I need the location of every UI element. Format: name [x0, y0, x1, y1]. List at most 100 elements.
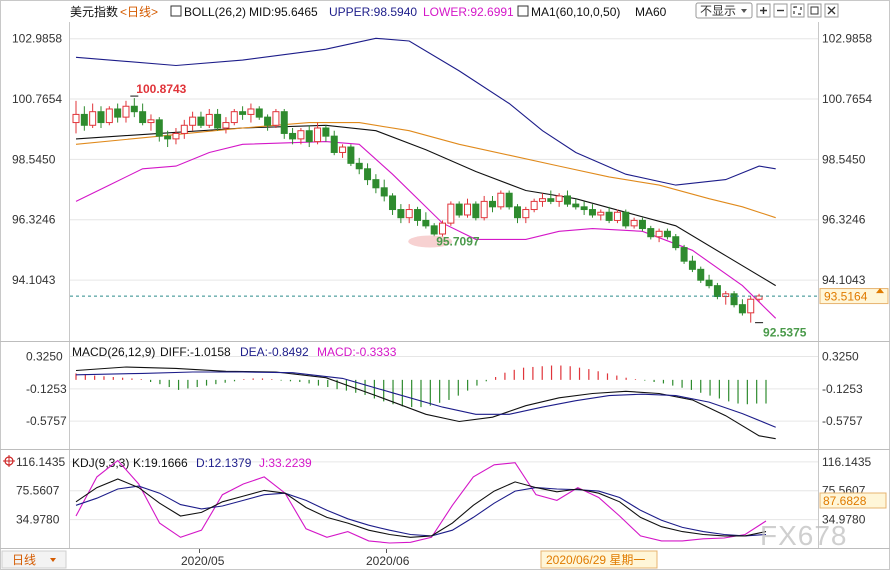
macd-diff-value: DIFF:-1.0158: [160, 345, 231, 359]
candle: [355, 157, 363, 175]
candle-body: [672, 236, 680, 249]
candle-body: [239, 111, 247, 115]
period-label-text: 日线: [127, 5, 151, 19]
candle: [247, 103, 255, 123]
candle: [647, 225, 655, 240]
macd-dea-value: DEA:-0.8492: [240, 345, 309, 359]
kdj-y-tick-right: 34.9780: [822, 513, 866, 527]
candle: [105, 106, 113, 126]
kdj-label: KDJ(9,3,3): [72, 456, 129, 470]
candle: [397, 204, 405, 224]
candle: [655, 228, 663, 243]
main-header: 美元指数 <日线> BOLL(26,2) MID:95.6465 UPPER:9…: [70, 4, 667, 19]
ma60-label: MA60: [635, 5, 667, 19]
candle: [630, 217, 638, 229]
kdj-current-value: 87.6828: [823, 494, 867, 508]
candle-body: [572, 203, 580, 208]
main-y-ticks: 102.9858 102.9858 100.7654 100.7654 98.5450 9…: [12, 32, 872, 287]
candle: [580, 201, 588, 215]
x-tick-2020-05: 2020/05: [181, 554, 225, 568]
candle-body: [755, 295, 763, 300]
crosshair-settings-icon[interactable]: [3, 455, 15, 467]
candle: [663, 228, 671, 240]
candle-body: [222, 122, 230, 129]
macd-y-tick-left: 0.3250: [26, 350, 63, 364]
candle: [755, 293, 763, 302]
candle: [563, 190, 571, 207]
candle: [522, 206, 530, 224]
x-tick-2020-06: 2020/06: [366, 554, 410, 568]
hide-dropdown[interactable]: [695, 2, 753, 19]
candle-body: [663, 230, 671, 238]
plus-box-icon[interactable]: [756, 3, 771, 18]
kdj-j-line: [75, 459, 767, 544]
instrument-title: 美元指数: [70, 4, 118, 19]
candle: [747, 296, 755, 323]
fullscreen-icon[interactable]: [790, 3, 805, 18]
cursor-date-value: 2020/06/29 星期一: [546, 553, 645, 567]
candle-body: [205, 113, 213, 126]
candle-body: [730, 293, 738, 306]
candle: [214, 108, 222, 131]
macd-dea-line: [75, 371, 776, 428]
candle-body: [430, 225, 438, 235]
kdj-y-tick-left: 34.9780: [16, 513, 60, 527]
ma-toggle-icon[interactable]: [517, 5, 529, 17]
candle: [472, 201, 480, 221]
candle: [364, 163, 372, 186]
close-icon[interactable]: [824, 3, 839, 18]
kdj-k-value: K:19.1666: [133, 456, 188, 470]
candle-body: [738, 304, 746, 314]
candle: [255, 106, 263, 120]
period-label[interactable]: <日线>: [120, 5, 158, 19]
toolbar-buttons: 不显示: [695, 2, 839, 19]
candle-body: [405, 209, 413, 219]
candle: [705, 274, 713, 289]
window-icon[interactable]: [807, 3, 822, 18]
boll-toggle-icon[interactable]: [170, 5, 182, 17]
candle: [680, 244, 688, 264]
candle: [339, 144, 347, 158]
candle-body: [347, 146, 355, 164]
kdj-j-value: J:33.2239: [259, 456, 312, 470]
candle: [572, 198, 580, 210]
candle-body: [747, 298, 755, 314]
candle: [322, 125, 330, 142]
main-y-tick-left: 98.5450: [12, 152, 56, 166]
candle: [97, 106, 105, 128]
x-axis: 日线 2020/05 2020/06 2020/06/29 星期一: [1, 549, 658, 569]
period-selector[interactable]: [1, 550, 67, 569]
candle-body: [330, 135, 338, 153]
candle-body: [422, 219, 430, 227]
candle: [547, 190, 555, 205]
candle-body: [680, 247, 688, 262]
candle: [597, 209, 605, 221]
candle: [638, 217, 646, 232]
candle: [122, 100, 130, 123]
candle-body: [147, 119, 155, 124]
candle-body: [597, 211, 605, 216]
macd-y-tick-right: -0.5757: [822, 414, 863, 428]
candle: [139, 103, 147, 126]
candle: [272, 108, 280, 128]
candle-body: [355, 162, 363, 170]
candle-body: [89, 111, 97, 126]
current-price-value: 93.5164: [824, 290, 868, 304]
candle-body: [105, 108, 113, 124]
candle: [264, 114, 272, 131]
candle: [439, 220, 447, 237]
candle: [305, 125, 313, 148]
candle-body: [247, 108, 255, 115]
candle: [505, 190, 513, 210]
candle-body: [455, 203, 463, 216]
candle-body: [655, 230, 663, 238]
candle: [197, 111, 205, 128]
candle-body: [155, 119, 163, 137]
candle: [455, 201, 463, 218]
macd-y-tick-right: -0.1253: [822, 382, 863, 396]
candle: [688, 255, 696, 273]
minus-box-icon[interactable]: [773, 3, 788, 18]
macd-label: MACD(26,12,9): [72, 345, 155, 359]
candle-body: [264, 116, 272, 126]
